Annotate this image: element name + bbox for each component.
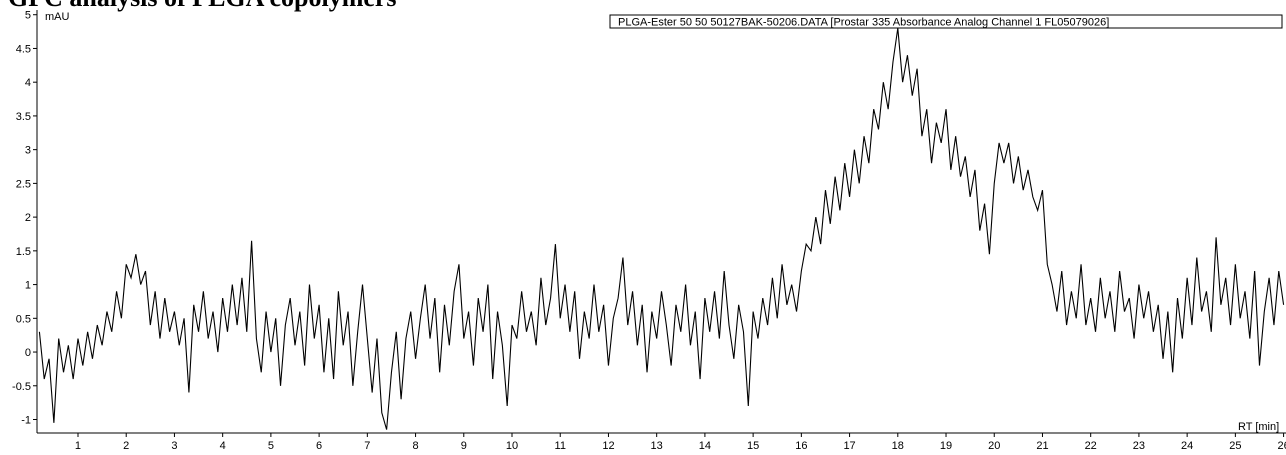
x-tick-label: 5 — [268, 440, 274, 452]
x-tick-label: 6 — [316, 440, 322, 452]
y-tick-label: 0 — [25, 347, 31, 359]
y-tick-label: 4 — [25, 77, 31, 89]
x-tick-label: 24 — [1181, 440, 1193, 452]
y-tick-label: -0.5 — [12, 381, 31, 393]
y-tick-label: 3 — [25, 145, 31, 157]
x-tick-label: 12 — [602, 440, 614, 452]
y-tick-label: 1.5 — [16, 246, 31, 258]
x-tick-label: 11 — [555, 440, 566, 452]
legend-box — [609, 14, 1283, 29]
x-tick-label: 8 — [412, 440, 418, 452]
x-tick-label: 3 — [171, 440, 177, 452]
x-tick-label: 16 — [795, 440, 807, 452]
y-tick-label: 5 — [25, 10, 31, 22]
x-axis-label: RT [min] — [1238, 421, 1279, 433]
y-tick-label: 3.5 — [16, 111, 31, 123]
data-line — [38, 28, 1285, 430]
y-tick-label: -1 — [21, 415, 31, 427]
x-tick-label: 17 — [843, 440, 855, 452]
x-tick-label: 15 — [747, 440, 759, 452]
y-axis-label: mAU — [45, 11, 70, 23]
x-tick-label: 2 — [123, 440, 129, 452]
x-tick-label: 20 — [988, 440, 1000, 452]
y-tick-label: 1 — [25, 280, 31, 292]
x-tick-label: 19 — [940, 440, 952, 452]
x-tick-label: 22 — [1085, 440, 1097, 452]
x-tick-label: 10 — [506, 440, 518, 452]
x-tick-label: 1 — [75, 440, 81, 452]
chart-title: GPC analysis of PLGA copolymers — [8, 0, 397, 12]
legend-entry: PLGA-Ester 50 50 50127BAK-50206.DATA [Pr… — [618, 17, 1109, 29]
x-tick-label: 7 — [364, 440, 370, 452]
x-tick-label: 21 — [1036, 440, 1048, 452]
y-tick-label: 2 — [25, 212, 31, 224]
x-tick-label: 25 — [1229, 440, 1241, 452]
y-tick-label: 0.5 — [16, 313, 31, 325]
x-tick-label: 26 — [1277, 440, 1286, 452]
x-tick-label: 13 — [651, 440, 663, 452]
x-tick-label: 14 — [699, 440, 711, 452]
x-tick-label: 4 — [220, 440, 226, 452]
y-tick-label: 2.5 — [16, 178, 31, 190]
x-tick-label: 18 — [892, 440, 904, 452]
x-tick-label: 9 — [461, 440, 467, 452]
y-tick-label: 4.5 — [16, 43, 31, 55]
x-tick-label: 23 — [1133, 440, 1145, 452]
